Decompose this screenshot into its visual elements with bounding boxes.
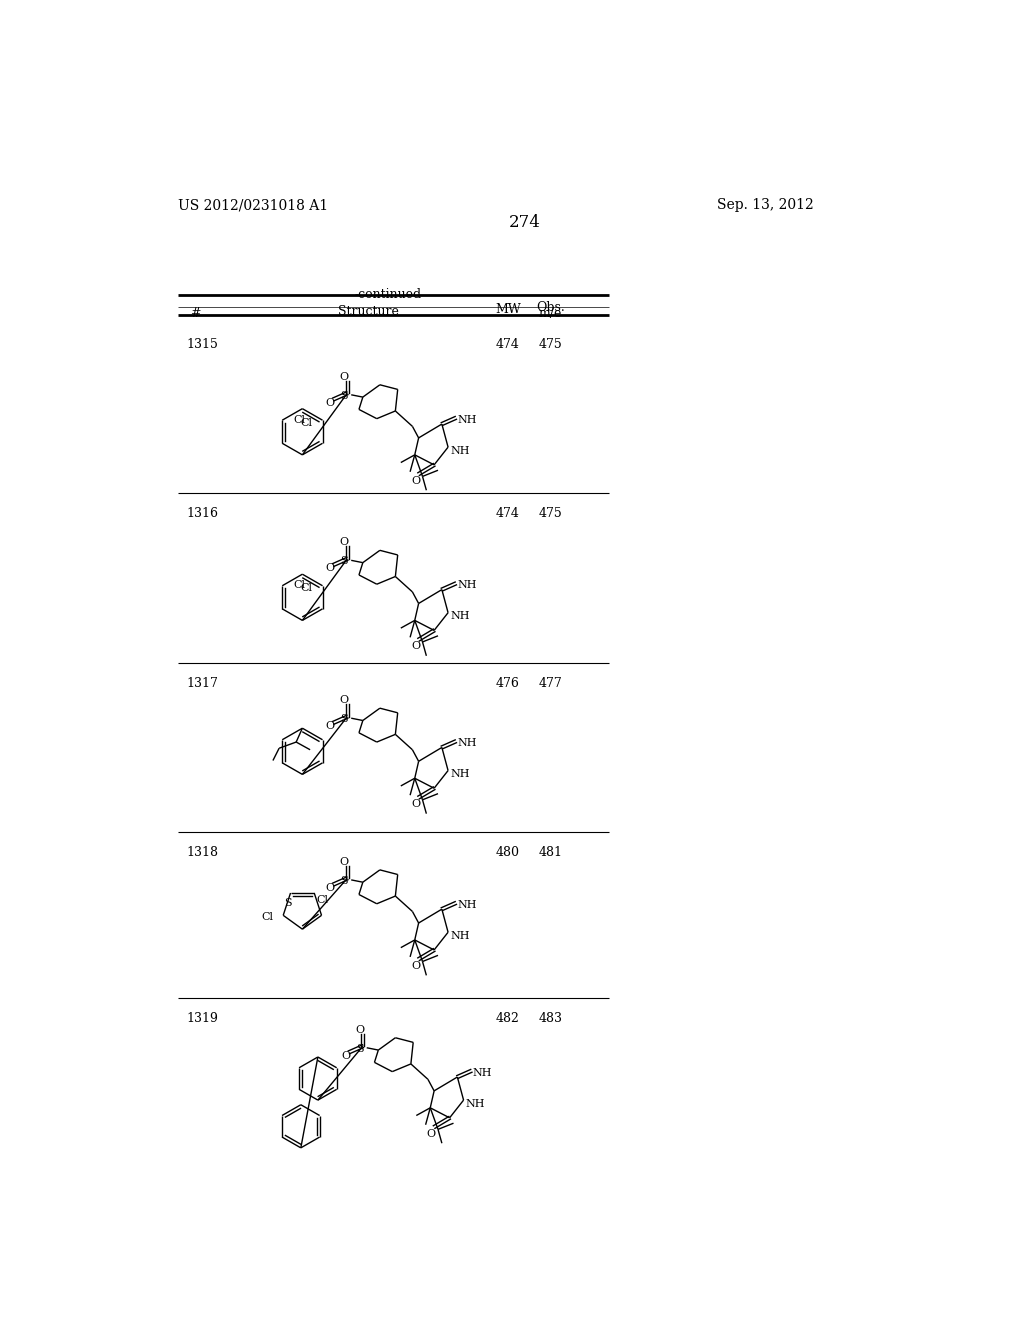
Text: 477: 477: [539, 677, 562, 689]
Text: Sep. 13, 2012: Sep. 13, 2012: [717, 198, 814, 213]
Text: 476: 476: [496, 677, 520, 689]
Text: 480: 480: [496, 846, 520, 859]
Text: 481: 481: [539, 846, 562, 859]
Text: O: O: [340, 857, 349, 867]
Text: Cl: Cl: [293, 581, 305, 590]
Text: Obs.: Obs.: [536, 301, 565, 314]
Text: NH: NH: [451, 446, 470, 455]
Text: S: S: [340, 876, 348, 886]
Text: #: #: [190, 308, 201, 319]
Text: m/e: m/e: [539, 308, 562, 319]
Text: 474: 474: [496, 507, 520, 520]
Text: 475: 475: [539, 507, 562, 520]
Text: NH: NH: [466, 1098, 485, 1109]
Text: O: O: [326, 397, 335, 408]
Text: 1316: 1316: [186, 507, 218, 520]
Text: O: O: [341, 1051, 350, 1061]
Text: NH: NH: [451, 931, 470, 941]
Text: Cl: Cl: [261, 912, 273, 923]
Text: 274: 274: [509, 214, 541, 231]
Text: NH: NH: [473, 1068, 493, 1077]
Text: NH: NH: [451, 611, 470, 622]
Text: O: O: [411, 961, 420, 970]
Text: 1317: 1317: [186, 677, 218, 689]
Text: NH: NH: [458, 900, 477, 909]
Text: O: O: [340, 372, 349, 381]
Text: O: O: [326, 883, 335, 892]
Text: Cl: Cl: [316, 895, 329, 906]
Text: S: S: [340, 557, 348, 566]
Text: 474: 474: [496, 338, 520, 351]
Text: S: S: [356, 1044, 364, 1053]
Text: O: O: [411, 642, 420, 651]
Text: S: S: [340, 391, 348, 401]
Text: O: O: [326, 564, 335, 573]
Text: NH: NH: [458, 414, 477, 425]
Text: NH: NH: [458, 738, 477, 748]
Text: S: S: [340, 714, 348, 725]
Text: NH: NH: [458, 581, 477, 590]
Text: NH: NH: [451, 770, 470, 779]
Text: 483: 483: [539, 1011, 562, 1024]
Text: O: O: [411, 799, 420, 809]
Text: Cl: Cl: [293, 414, 305, 425]
Text: O: O: [426, 1129, 435, 1139]
Text: MW: MW: [495, 304, 520, 317]
Text: -continued: -continued: [354, 288, 421, 301]
Text: O: O: [340, 537, 349, 548]
Text: 482: 482: [496, 1011, 520, 1024]
Text: O: O: [411, 475, 420, 486]
Text: O: O: [340, 696, 349, 705]
Text: O: O: [355, 1024, 365, 1035]
Text: 475: 475: [539, 338, 562, 351]
Text: 1318: 1318: [186, 846, 218, 859]
Text: 1319: 1319: [186, 1011, 218, 1024]
Text: US 2012/0231018 A1: US 2012/0231018 A1: [178, 198, 329, 213]
Text: Cl: Cl: [301, 418, 312, 428]
Text: Cl: Cl: [301, 583, 312, 594]
Text: S: S: [285, 898, 292, 908]
Text: 1315: 1315: [186, 338, 218, 351]
Text: O: O: [326, 721, 335, 731]
Text: Structure: Structure: [338, 305, 398, 318]
